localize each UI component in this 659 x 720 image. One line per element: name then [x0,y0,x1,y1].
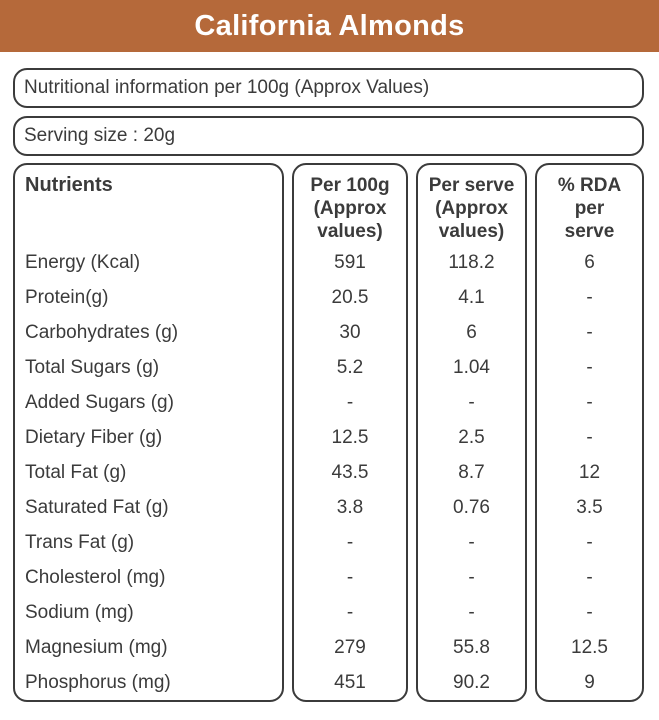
column-header-line: values) [438,221,505,242]
rda-value: - [586,356,593,378]
column-header-line: Per 100g [310,175,390,196]
per-serve-value: 55.8 [453,636,490,658]
per-serve-column: Per serve (Approx values) 118.2 4.1 6 1.… [416,163,527,702]
per-serve-value: - [468,391,475,413]
nutrient-label: Saturated Fat (g) [25,496,169,518]
nutrient-label: Cholesterol (mg) [25,566,166,588]
per-serve-column-header: Per serve (Approx values) [418,165,525,245]
per-100g-value: 30 [339,321,361,343]
rda-value: - [586,426,593,448]
per-100g-value: - [346,601,354,623]
nutrient-label: Energy (Kcal) [25,251,141,273]
nutrient-label: Magnesium (mg) [25,636,168,658]
nutrient-label: Total Sugars (g) [25,356,160,378]
per-serve-value: - [468,531,475,553]
title-bar: California Almonds [0,0,659,52]
rda-value: - [586,601,593,623]
per-100g-value: 5.2 [336,356,364,378]
nutrition-info-text: Nutritional information per 100g (Approx… [24,77,430,98]
nutrients-column: Nutrients Energy (Kcal) Protein(g) Carbo… [13,163,284,702]
serving-size-banner: Serving size : 20g [13,116,644,156]
rda-column-header: % RDA per serve [537,165,642,245]
nutrient-label: Protein(g) [25,286,109,308]
nutrient-label: Added Sugars (g) [25,391,174,413]
column-header-line: Per serve [428,175,515,196]
column-header-line: per [574,198,605,219]
rda-value: - [586,531,593,553]
per-serve-value: 90.2 [453,671,490,693]
column-header-line: values) [317,221,383,242]
per-100g-value: 12.5 [331,426,369,448]
per-100g-value: 591 [334,251,366,273]
nutrients-column-header: Nutrients [15,165,282,245]
serving-size-text: Serving size : 20g [24,125,176,146]
per-100g-value: 3.8 [336,496,364,518]
rda-column: % RDA per serve 6 - - - - - 12 3.5 - - -… [535,163,644,702]
per-100g-value: - [346,391,354,413]
rda-value: - [586,566,593,588]
rda-value: 12.5 [571,636,608,658]
per-100g-value: 451 [334,671,366,693]
column-header-line: Nutrients [25,174,113,196]
column-header-line: (Approx [435,198,508,219]
per-100g-value: 279 [334,636,366,658]
nutrient-label: Dietary Fiber (g) [25,426,163,448]
per-serve-value: 1.04 [453,356,490,378]
nutrient-label: Sodium (mg) [25,601,134,623]
per-100g-value: - [346,531,354,553]
per-serve-value: - [468,601,475,623]
nutrient-label: Carbohydrates (g) [25,321,179,343]
per-serve-value: 2.5 [458,426,485,448]
nutrient-label: Total Fat (g) [25,461,127,483]
per-100g-value: 20.5 [331,286,369,308]
rda-value: - [586,321,593,343]
rda-value: 12 [578,461,601,483]
per-serve-value: 8.7 [458,461,485,483]
rda-value: 6 [584,251,595,273]
per-serve-value: 6 [466,321,477,343]
per-serve-value: 0.76 [453,496,490,518]
nutrition-info-banner: Nutritional information per 100g (Approx… [13,68,644,108]
nutrient-label: Phosphorus (mg) [25,671,171,693]
page-title: California Almonds [194,9,465,42]
column-header-line: serve [564,221,615,242]
column-header-line: % RDA [557,175,622,196]
rda-value: 9 [584,671,595,693]
per-serve-value: 4.1 [458,286,485,308]
rda-value: 3.5 [576,496,603,518]
column-header-line: (Approx [313,198,387,219]
per-serve-value: 118.2 [448,251,495,273]
rda-value: - [586,391,593,413]
per-100g-column: Per 100g (Approx values) 591 20.5 30 5.2… [292,163,408,702]
per-100g-value: - [346,566,354,588]
nutrient-label: Trans Fat (g) [25,531,135,553]
per-serve-value: - [468,566,475,588]
rda-value: - [586,286,593,308]
per-100g-column-header: Per 100g (Approx values) [294,165,406,245]
per-100g-value: 43.5 [331,461,369,483]
